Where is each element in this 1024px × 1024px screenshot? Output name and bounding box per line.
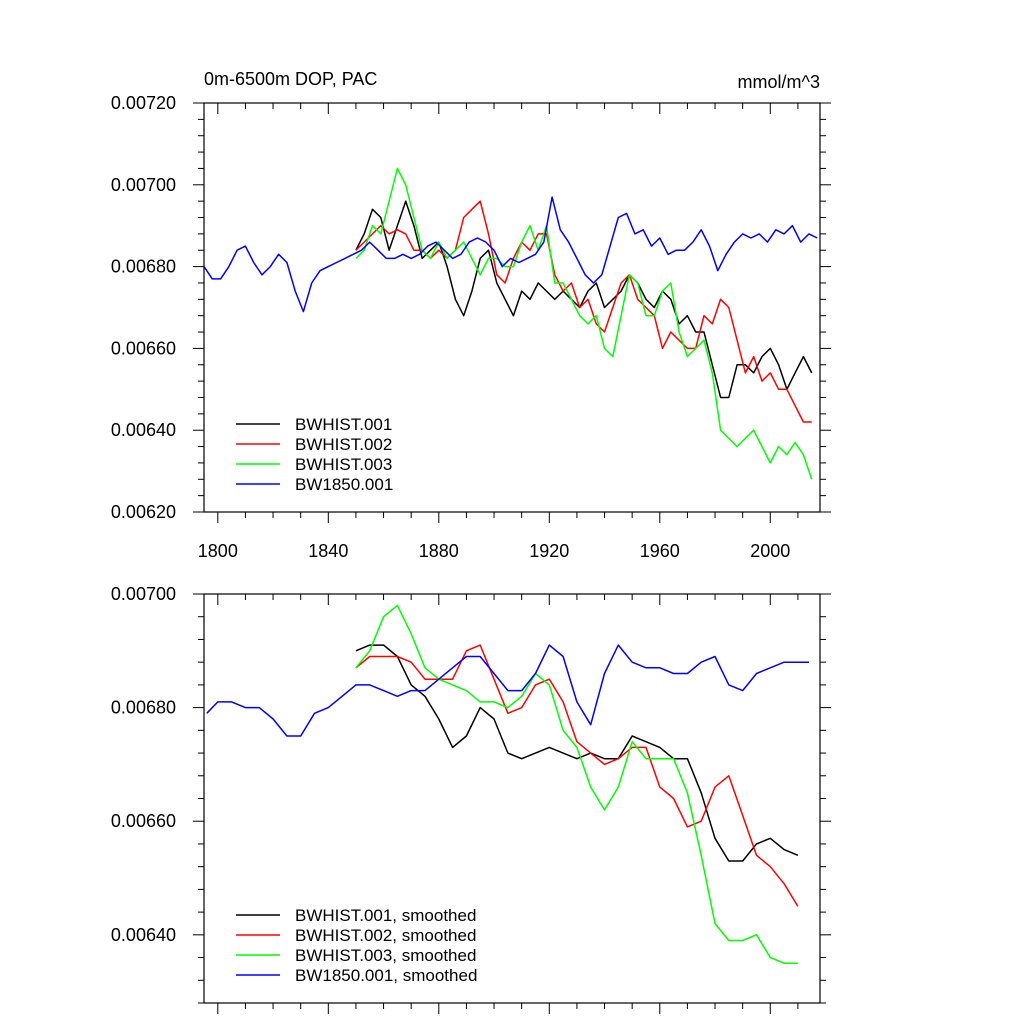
plot-frame — [203, 102, 821, 513]
x-tick-label: 1800 — [198, 541, 238, 561]
y-tick-label: 0.00700 — [111, 584, 176, 604]
legend-label: BWHIST.001 — [295, 415, 392, 434]
series-line-3 — [355, 167, 813, 480]
y-tick-label: 0.00640 — [111, 925, 176, 945]
x-tick-label: 1920 — [529, 541, 569, 561]
y-tick-label: 0.00640 — [111, 420, 176, 440]
y-tick-label: 0.00680 — [111, 698, 176, 718]
series-line-2 — [355, 644, 799, 907]
y-tick-label: 0.00620 — [111, 502, 176, 522]
y-tick-label: 0.00660 — [111, 338, 176, 358]
series-line-3 — [355, 604, 798, 964]
legend-label: BWHIST.003 — [295, 455, 392, 474]
y-tick-label: 0.00700 — [111, 175, 176, 195]
bottom-panel-chart: 0.00640 0.00660 0.00680 0.00700 BWHIST.001, … — [111, 584, 831, 1014]
x-tick-label: 2000 — [750, 541, 790, 561]
x-tick-label: 1880 — [419, 541, 459, 561]
legend-label: BWHIST.002 — [295, 435, 392, 454]
legend-label: BWHIST.001, smoothed — [295, 906, 476, 925]
x-tick-label: 1960 — [640, 541, 680, 561]
x-tick-label: 1840 — [308, 541, 348, 561]
legend-label: BW1850.001, smoothed — [295, 966, 477, 985]
legend-label: BWHIST.002, smoothed — [295, 926, 476, 945]
top-panel-chart: 0.00620 0.00640 0.00660 0.00680 0.00700 0.007… — [111, 69, 831, 561]
legend-label: BW1850.001 — [295, 475, 393, 494]
series-line-1 — [355, 200, 813, 399]
units-label: mmol/m^3 — [738, 72, 820, 92]
chart-title: 0m-6500m DOP, PAC — [204, 69, 377, 89]
legend-label: BWHIST.003, smoothed — [295, 946, 476, 965]
series-line-4 — [203, 196, 818, 313]
y-tick-label: 0.00680 — [111, 257, 176, 277]
y-tick-label: 0.00660 — [111, 811, 176, 831]
series-line-1 — [355, 644, 799, 862]
series-line-4 — [206, 644, 809, 737]
y-tick-label: 0.00720 — [111, 93, 176, 113]
